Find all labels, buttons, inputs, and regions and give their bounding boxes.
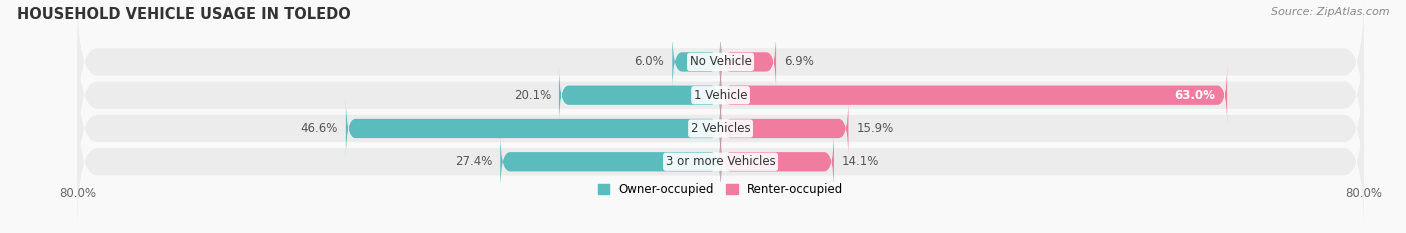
FancyBboxPatch shape [501, 131, 721, 192]
Legend: Owner-occupied, Renter-occupied: Owner-occupied, Renter-occupied [593, 178, 848, 201]
Text: 63.0%: 63.0% [1174, 89, 1215, 102]
FancyBboxPatch shape [77, 59, 1364, 198]
Text: HOUSEHOLD VEHICLE USAGE IN TOLEDO: HOUSEHOLD VEHICLE USAGE IN TOLEDO [17, 7, 350, 22]
Text: 20.1%: 20.1% [513, 89, 551, 102]
FancyBboxPatch shape [560, 65, 721, 126]
Text: 1 Vehicle: 1 Vehicle [693, 89, 748, 102]
FancyBboxPatch shape [721, 65, 1227, 126]
FancyBboxPatch shape [672, 32, 721, 92]
Text: 27.4%: 27.4% [456, 155, 492, 168]
FancyBboxPatch shape [77, 92, 1364, 231]
FancyBboxPatch shape [721, 98, 848, 159]
Text: Source: ZipAtlas.com: Source: ZipAtlas.com [1271, 7, 1389, 17]
Text: No Vehicle: No Vehicle [689, 55, 752, 69]
FancyBboxPatch shape [77, 26, 1364, 165]
Text: 14.1%: 14.1% [842, 155, 879, 168]
Text: 2 Vehicles: 2 Vehicles [690, 122, 751, 135]
FancyBboxPatch shape [77, 0, 1364, 131]
FancyBboxPatch shape [346, 98, 721, 159]
Text: 15.9%: 15.9% [856, 122, 894, 135]
Text: 6.0%: 6.0% [634, 55, 664, 69]
Text: 6.9%: 6.9% [785, 55, 814, 69]
FancyBboxPatch shape [721, 131, 834, 192]
Text: 46.6%: 46.6% [301, 122, 337, 135]
Text: 3 or more Vehicles: 3 or more Vehicles [665, 155, 776, 168]
FancyBboxPatch shape [721, 32, 776, 92]
